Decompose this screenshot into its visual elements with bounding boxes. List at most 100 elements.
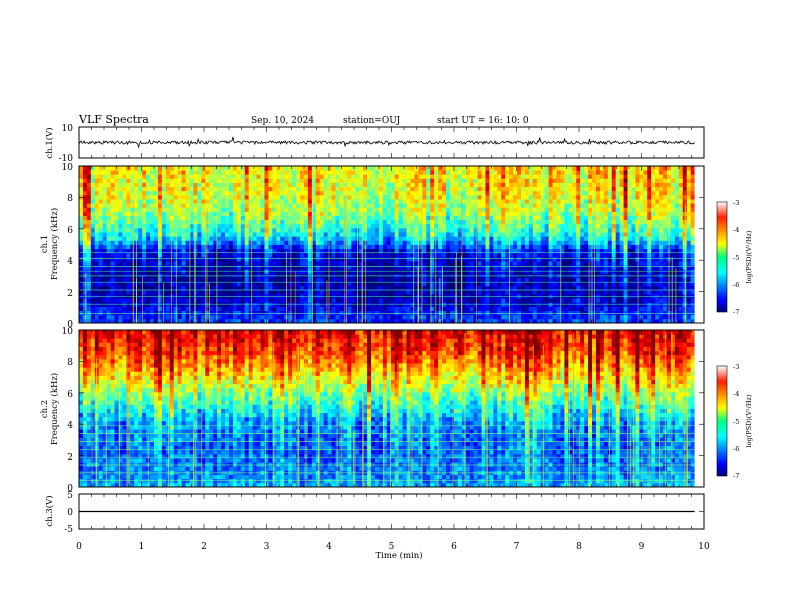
spectrogram-cell: [505, 211, 510, 216]
spectrogram-cell: [532, 190, 538, 196]
spectrogram-cell: [165, 178, 171, 183]
spectrogram-cell: [493, 298, 498, 303]
spectrogram-cell: [536, 170, 542, 175]
spectrogram-cell: [461, 265, 467, 270]
spectrogram-cell: [536, 248, 542, 254]
spectrogram-cell: [315, 232, 321, 237]
spectrogram-cell: [157, 236, 163, 241]
spectrogram-cell: [509, 306, 514, 311]
spectrogram-cell: [102, 298, 108, 303]
spectrogram-cell: [240, 285, 246, 291]
spectrogram-cell: [303, 306, 309, 311]
spectrogram-cell: [556, 314, 561, 320]
spectrogram-cell: [118, 236, 123, 241]
spectrogram-cell: [114, 261, 119, 266]
spectrogram-cell: [528, 261, 534, 266]
spectrogram-cell: [410, 190, 415, 196]
spectrogram-cell: [517, 248, 522, 254]
spectrogram-cell: [193, 285, 198, 291]
spectrogram-cell: [197, 170, 202, 175]
spectrogram-cell: [268, 298, 273, 303]
spectrogram-cell: [489, 240, 494, 245]
spectrogram-cell: [272, 298, 277, 303]
spectrogram-cell: [398, 182, 403, 188]
spectrogram-cell: [477, 302, 482, 307]
spectrogram-cell: [430, 240, 435, 245]
spectrogram-cell: [505, 240, 510, 245]
spectrogram-cell: [406, 236, 411, 241]
spectrogram-cell: [339, 281, 344, 287]
spectrogram-cell: [90, 215, 96, 221]
spectrogram-cell: [422, 236, 427, 241]
spectrogram-cell: [225, 314, 230, 320]
spectrogram-cell: [528, 314, 534, 320]
spectrogram-cell: [165, 240, 171, 245]
spectrogram-cell: [236, 318, 242, 324]
spectrogram-cell: [446, 170, 451, 175]
spectrogram-cell: [528, 298, 534, 303]
spectrogram-cell: [422, 174, 427, 179]
spectrogram-cell: [244, 174, 250, 179]
spectrogram-cell: [382, 186, 388, 192]
spectrogram-cell: [217, 207, 222, 212]
spectrogram-cell: [485, 302, 490, 307]
spectrogram-cell: [260, 223, 265, 229]
spectrogram-cell: [102, 289, 108, 295]
spectrogram-cell: [402, 265, 407, 270]
spectrogram-cell: [106, 207, 111, 212]
spectrogram-cell: [568, 219, 573, 225]
spectrogram-cell: [272, 227, 277, 233]
spectrogram-cell: [414, 240, 419, 245]
spectrogram-cell: [217, 265, 222, 270]
spectrogram-cell: [414, 277, 419, 283]
spectrogram-cell: [489, 219, 494, 225]
spectrogram-cell: [236, 289, 242, 295]
spectrogram-cell: [165, 199, 171, 204]
spectrogram-cell: [134, 232, 139, 237]
spectrogram-cell: [272, 277, 277, 283]
spectrogram-cell: [79, 170, 84, 175]
spectrogram-cell: [292, 203, 297, 208]
spectrogram-cell: [548, 244, 553, 250]
spectrogram-cell: [169, 236, 175, 241]
spectrogram-cell: [473, 223, 478, 229]
spectrogram-cell: [544, 182, 550, 188]
spectrogram-cell: [256, 252, 261, 258]
spectrogram-cell: [201, 232, 206, 237]
spectrogram-cell: [552, 277, 557, 283]
spectrogram-cell: [307, 302, 313, 307]
spectrogram-cell: [394, 314, 400, 320]
spectrogram-cell: [153, 190, 159, 196]
spectrogram-cell: [422, 318, 427, 324]
spectrogram-cell: [520, 277, 526, 283]
spectrogram-cell: [461, 314, 467, 320]
spectrogram-cell: [564, 269, 569, 274]
spectrogram-cell: [513, 232, 518, 237]
spectrogram-cell: [477, 261, 482, 266]
spectrogram-cell: [414, 178, 419, 183]
spectrogram-cell: [544, 277, 550, 283]
spectrogram-cell: [426, 223, 431, 229]
spectrogram-cell: [79, 256, 84, 262]
spectrogram-cell: [225, 170, 230, 175]
spectrogram-cell: [572, 190, 577, 196]
spectrogram-cell: [319, 298, 325, 303]
spectrogram-cell: [560, 289, 565, 295]
spectrogram-cell: [371, 310, 376, 316]
spectrogram-cell: [461, 302, 467, 307]
spectrogram-cell: [232, 298, 238, 303]
spectrogram-cell: [351, 170, 356, 175]
spectrogram-cell: [146, 252, 151, 258]
spectrogram-cell: [292, 211, 297, 216]
spectrogram-cell: [217, 248, 222, 254]
spectrogram-cell: [351, 194, 356, 200]
spectrogram-cell: [197, 166, 202, 171]
spectrogram-cell: [363, 203, 368, 208]
spectrogram-cell: [181, 182, 186, 188]
spectrogram-cell: [299, 223, 305, 229]
spectrogram-cell: [201, 215, 206, 221]
spectrogram-cell: [225, 215, 230, 221]
spectrogram-cell: [299, 203, 305, 208]
spectrogram-cell: [102, 310, 108, 316]
spectrogram-cell: [449, 227, 455, 233]
